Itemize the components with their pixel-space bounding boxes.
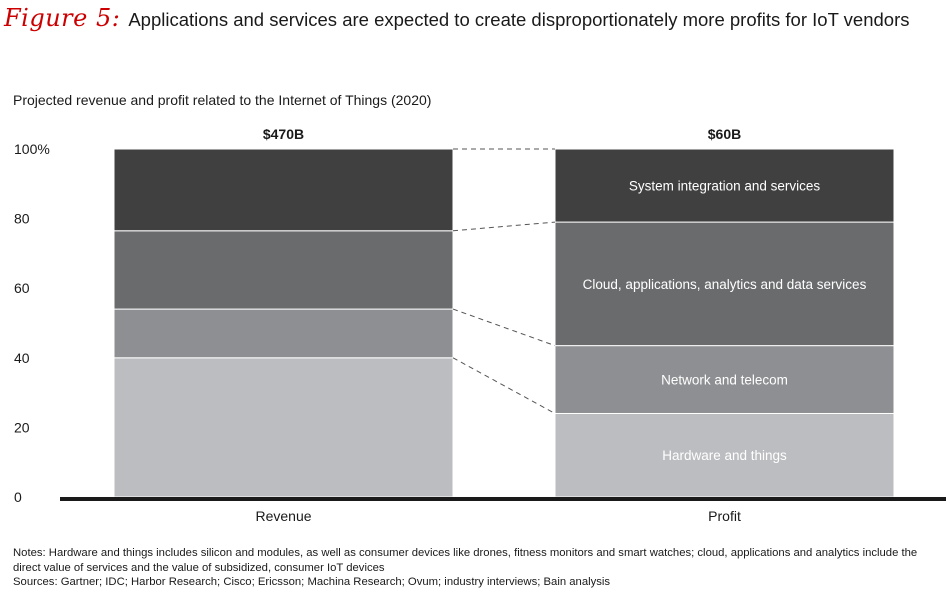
y-tick-label: 20 xyxy=(14,419,30,435)
segment-label: System integration and services xyxy=(629,179,821,194)
chart-subtitle: Projected revenue and profit related to … xyxy=(13,92,432,108)
segment-label: Hardware and things xyxy=(662,448,787,463)
y-tick-label: 100% xyxy=(14,141,50,157)
x-category-label: Profit xyxy=(708,508,741,524)
connector-line xyxy=(452,221,556,232)
figure-label: Figure 5: xyxy=(4,4,121,32)
y-tick-label: 60 xyxy=(14,280,30,296)
figure-title: Applications and services are expected t… xyxy=(128,9,910,30)
bar-segment xyxy=(554,345,895,414)
y-tick-label: 40 xyxy=(14,350,30,366)
bar-segment xyxy=(554,412,895,498)
y-tick-label: 80 xyxy=(14,211,30,227)
stacked-bar-chart: $470B Revenue Hardware and things Network a… xyxy=(14,126,946,524)
chart-footer: Notes: Hardware and things includes sili… xyxy=(13,546,943,590)
y-tick-label: 0 xyxy=(14,489,22,505)
connector-line xyxy=(452,308,556,347)
sources-text: Sources: Gartner; IDC; Harbor Research; … xyxy=(13,576,611,588)
bar-segment xyxy=(113,308,454,359)
segment-label: Network and telecom xyxy=(661,373,788,388)
bar-segment xyxy=(113,148,454,232)
bar-total-label: $470B xyxy=(263,126,304,142)
figure-header: Figure 5: Applications and services are e… xyxy=(4,4,944,32)
connector-line xyxy=(452,357,556,414)
notes-text: Notes: Hardware and things includes sili… xyxy=(13,547,918,574)
bar-total-label: $60B xyxy=(708,126,741,142)
bar-segment xyxy=(113,230,454,310)
bar-segment xyxy=(554,148,895,223)
x-category-label: Revenue xyxy=(255,508,311,524)
segment-label: Cloud, applications, analytics and data … xyxy=(583,277,867,292)
bar-segment xyxy=(113,357,454,498)
